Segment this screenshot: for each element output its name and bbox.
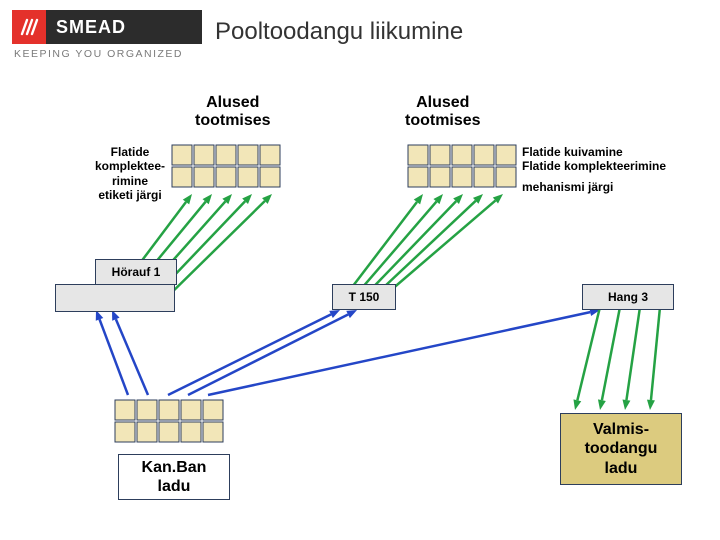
arrow-11: [116, 319, 148, 395]
grid-left-bot: [115, 400, 223, 442]
arrow-13: [188, 314, 348, 395]
arrow-4: [161, 201, 265, 303]
logo-icon: [12, 10, 46, 44]
arrowhead-4: [262, 194, 272, 204]
arrow-17: [626, 307, 640, 400]
grid-left-top: [172, 145, 280, 187]
arrowhead-6: [433, 194, 443, 204]
arrow-16: [602, 307, 620, 400]
hdr1: Alusedtootmises: [195, 94, 271, 129]
lbl-left: Flatidekomplektee-rimineetiketi järgi: [90, 145, 170, 203]
arrowhead-7: [453, 194, 463, 204]
box-valmis: Valmis-toodanguladu: [560, 413, 682, 485]
arrowhead-2: [222, 194, 232, 204]
arrowhead-16: [598, 399, 606, 410]
arrowhead-13: [346, 310, 357, 318]
arrowhead-15: [573, 399, 581, 410]
arrow-15: [577, 307, 600, 400]
box-blank: [55, 284, 175, 312]
box-horauf: Hörauf 1: [95, 259, 177, 285]
arrow-12: [168, 314, 331, 395]
arrow-14: [208, 312, 590, 395]
page-title: Pooltoodangu liikumine: [215, 18, 463, 46]
arrowhead-0: [183, 194, 192, 204]
logo-tagline: KEEPING YOU ORGANIZED: [12, 44, 202, 60]
arrowhead-1: [203, 194, 212, 204]
arrowhead-5: [414, 194, 423, 204]
arrowhead-3: [242, 194, 252, 204]
arrowhead-8: [473, 194, 483, 204]
grid-right-top: [408, 145, 516, 187]
arrow-10: [100, 319, 128, 395]
box-kanban: Kan.Banladu: [118, 454, 230, 500]
arrowhead-9: [493, 194, 503, 204]
arrowhead-17: [622, 400, 630, 410]
box-hang3: Hang 3: [582, 284, 674, 310]
arrowhead-18: [647, 400, 655, 410]
arrowhead-12: [329, 310, 340, 318]
hdr2: Alusedtootmises: [405, 94, 481, 129]
box-t150: T 150: [332, 284, 396, 310]
lbl-right: Flatide kuivamineFlatide komplekteerimin…: [522, 145, 702, 194]
logo-brand-text: SMEAD: [46, 17, 126, 38]
arrow-18: [651, 307, 660, 400]
brand-logo: SMEAD KEEPING YOU ORGANIZED: [12, 10, 202, 60]
